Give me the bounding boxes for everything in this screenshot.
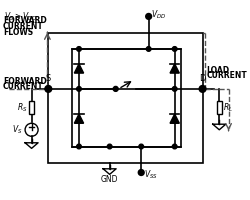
Circle shape [76,47,81,51]
Polygon shape [74,64,83,73]
Circle shape [138,170,143,175]
Text: FORWARD: FORWARD [3,16,46,25]
Text: CURRENT: CURRENT [3,22,43,31]
Circle shape [113,87,117,91]
Circle shape [107,144,112,149]
Text: $V_S > V_{DD}$: $V_S > V_{DD}$ [4,11,37,23]
Text: $V_{DD}$: $V_{DD}$ [151,8,166,21]
Bar [216,101,221,114]
Text: LOAD: LOAD [206,66,229,75]
Text: CURRENT: CURRENT [3,82,43,91]
Circle shape [145,14,151,19]
Polygon shape [169,64,178,73]
Circle shape [172,47,176,51]
Text: $V_{SS}$: $V_{SS}$ [144,168,157,181]
Bar [72,49,180,147]
Circle shape [172,144,176,149]
Text: FLOWS: FLOWS [3,28,33,37]
Circle shape [146,47,150,51]
Circle shape [45,86,51,92]
Text: S: S [46,74,51,83]
Text: CURRENT: CURRENT [206,71,246,80]
Polygon shape [169,114,178,123]
Bar [48,33,202,163]
Text: FORWARD: FORWARD [3,77,46,86]
Polygon shape [74,114,83,123]
Text: $V_S$: $V_S$ [12,124,22,136]
Text: GND: GND [100,175,118,184]
Text: $R_L$: $R_L$ [222,101,232,114]
Circle shape [76,144,81,149]
Bar [29,101,34,114]
Text: $R_S$: $R_S$ [17,101,28,114]
Circle shape [76,87,81,91]
Circle shape [172,87,176,91]
Text: D: D [198,74,205,83]
Circle shape [198,86,205,92]
Circle shape [138,144,143,149]
